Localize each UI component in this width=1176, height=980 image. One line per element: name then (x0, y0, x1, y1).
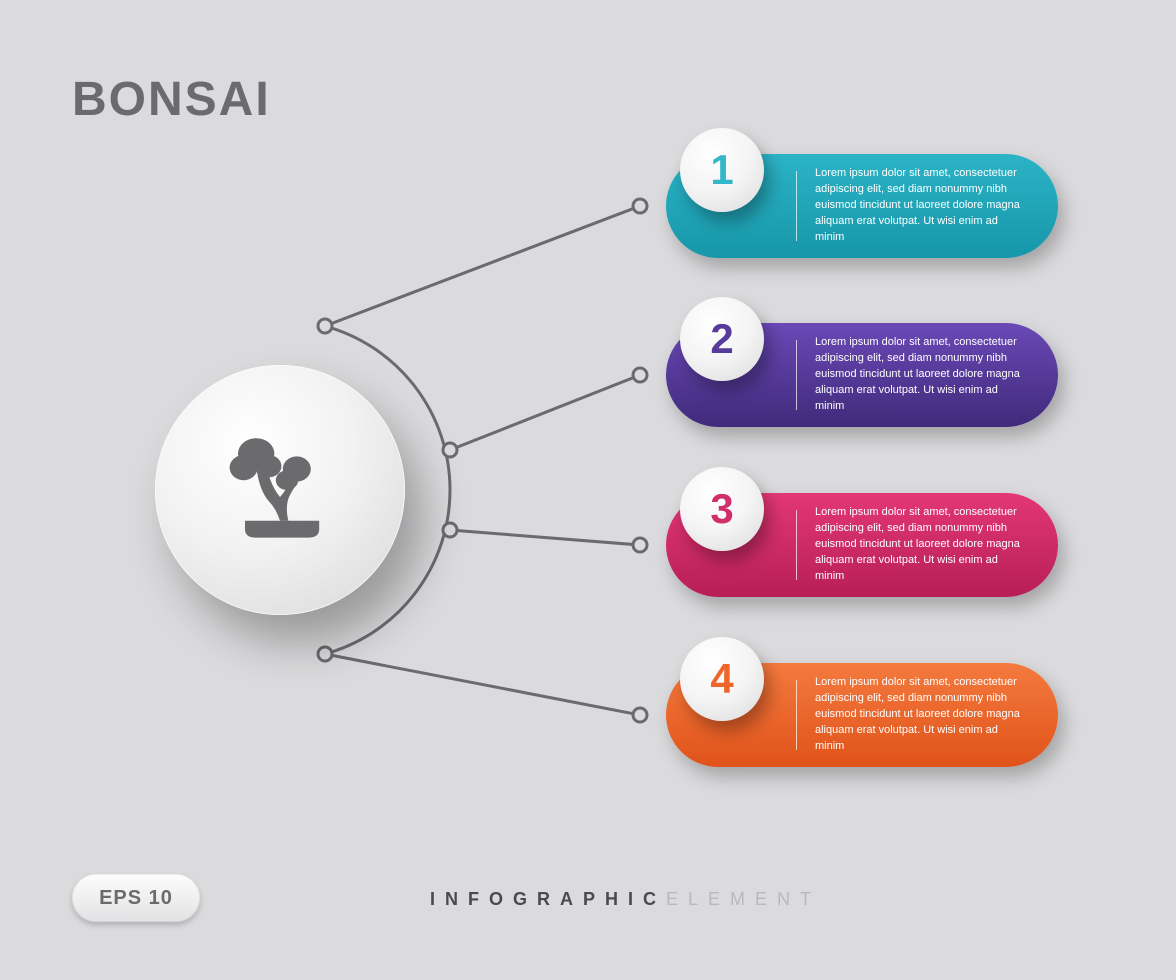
footer-light: ELEMENT (666, 889, 821, 909)
badge-number: 2 (710, 315, 733, 363)
eps-badge: EPS 10 (72, 874, 200, 922)
number-badge-4: 4 (680, 637, 764, 721)
hub-circle (155, 365, 405, 615)
pill-text: Lorem ipsum dolor sit amet, consectetuer… (815, 675, 1050, 755)
pill-divider (796, 680, 797, 750)
footer-bold: INFOGRAPHIC (430, 889, 666, 909)
number-badge-3: 3 (680, 467, 764, 551)
footer-label: INFOGRAPHICELEMENT (430, 889, 821, 910)
badge-number: 4 (710, 655, 733, 703)
pill-divider (796, 171, 797, 241)
bonsai-icon (210, 420, 350, 560)
number-badge-2: 2 (680, 297, 764, 381)
pill-divider (796, 340, 797, 410)
pill-divider (796, 510, 797, 580)
pill-text: Lorem ipsum dolor sit amet, consectetuer… (815, 335, 1050, 415)
badge-number: 3 (710, 485, 733, 533)
pill-text: Lorem ipsum dolor sit amet, consectetuer… (815, 166, 1050, 246)
pill-text: Lorem ipsum dolor sit amet, consectetuer… (815, 505, 1050, 585)
badge-number: 1 (710, 146, 733, 194)
number-badge-1: 1 (680, 128, 764, 212)
